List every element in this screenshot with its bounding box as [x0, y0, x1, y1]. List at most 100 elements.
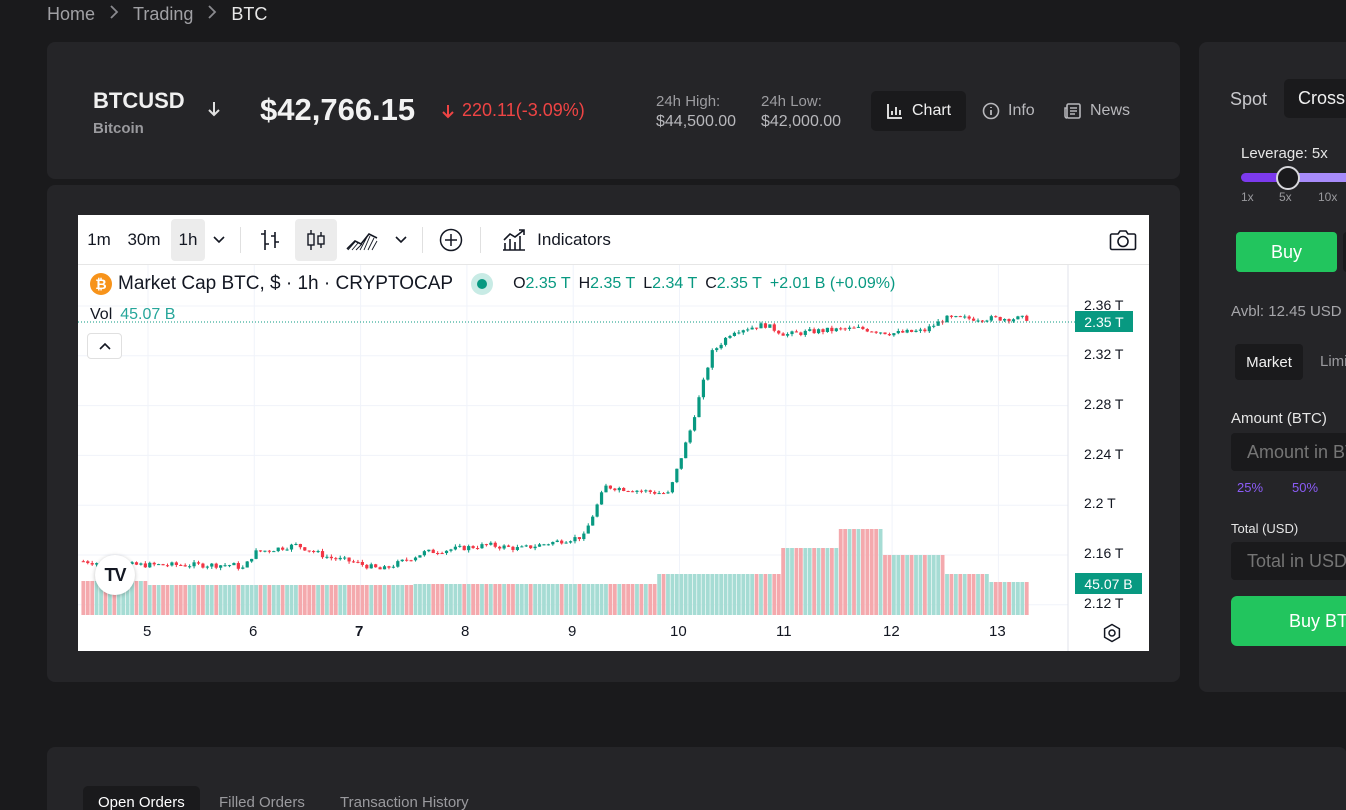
last-volume-label: 45.07 B	[1075, 573, 1142, 594]
buy-side-button[interactable]: Buy	[1236, 232, 1337, 272]
bars-style-button[interactable]	[252, 219, 288, 261]
candle-body	[520, 546, 524, 548]
volume-bar	[860, 529, 865, 615]
candle-body	[90, 563, 94, 565]
indicators-button[interactable]: Indicators	[494, 219, 618, 261]
volume-bar	[391, 585, 396, 615]
stat-24h-high: 24h High: $44,500.00	[656, 92, 736, 132]
volume-bar	[103, 581, 108, 615]
order-type-market[interactable]: Market	[1235, 344, 1303, 380]
candle-body	[692, 417, 697, 431]
sell-side-button[interactable]	[1343, 232, 1346, 272]
candle-body	[843, 328, 847, 330]
mode-cross[interactable]: Cross	[1284, 79, 1346, 118]
stat-24h-low: 24h Low: $42,000.00	[761, 92, 841, 132]
interval-1m[interactable]: 1m	[87, 230, 111, 249]
candle-body	[763, 323, 768, 328]
candle-body	[989, 316, 993, 321]
tab-filled-orders[interactable]: Filled Orders	[219, 794, 305, 810]
volume-bar	[519, 584, 524, 615]
order-type-limit[interactable]: Limit	[1320, 353, 1346, 370]
volume-bar	[581, 584, 586, 615]
candle-body	[781, 333, 785, 336]
amount-input[interactable]	[1231, 433, 1346, 471]
chart-style-dropdown[interactable]	[390, 219, 412, 261]
tab-news[interactable]: News	[1048, 91, 1145, 131]
percent-50[interactable]: 50%	[1292, 480, 1319, 495]
candle-body	[329, 556, 333, 559]
candle-body	[223, 565, 227, 567]
percent-25[interactable]: 25%	[1237, 480, 1264, 495]
candle-body	[272, 551, 276, 553]
candle-body	[263, 550, 267, 552]
volume-bar	[121, 581, 126, 615]
volume-bar	[976, 574, 980, 615]
tab-chart[interactable]: Chart	[871, 91, 967, 131]
volume-bar	[426, 584, 431, 615]
price-plot[interactable]	[78, 215, 1149, 651]
submit-buy-button[interactable]: Buy BTC	[1231, 596, 1346, 646]
interval-30m[interactable]: 30m	[127, 230, 161, 249]
leverage-slider-handle[interactable]	[1276, 166, 1300, 190]
volume-bar	[812, 548, 817, 615]
breadcrumb-home[interactable]: Home	[47, 4, 96, 24]
volume-bar	[161, 585, 165, 615]
volume-bar	[85, 581, 90, 615]
volume-bar	[754, 574, 759, 615]
candle-body	[551, 541, 555, 545]
tradingview-chart[interactable]: 1m 30m 1h Indicators	[78, 215, 1149, 651]
interval-1h[interactable]: 1h	[171, 219, 205, 261]
candle-body	[241, 567, 245, 569]
volume-bar	[719, 574, 724, 615]
candle-body	[591, 516, 595, 526]
candle-body	[1011, 319, 1016, 322]
volume-bar	[772, 574, 777, 615]
submit-buy-label: Buy BTC	[1289, 611, 1346, 631]
candle-body	[666, 492, 670, 494]
price-change: 220.11(-3.09%)	[440, 100, 585, 121]
volume-bar	[218, 585, 223, 615]
volume-bar	[400, 585, 405, 615]
volume-bar	[962, 574, 967, 615]
tradingview-logo[interactable]: TV	[95, 555, 135, 595]
candle-body	[148, 562, 152, 568]
volume-bar	[395, 585, 400, 615]
volume-bar	[502, 584, 507, 615]
x-tick: 13	[989, 623, 1006, 640]
candle-body	[971, 318, 976, 321]
volume-bar	[736, 574, 741, 615]
symbol-dropdown-icon[interactable]	[205, 100, 223, 118]
tab-transaction-history[interactable]: Transaction History	[340, 794, 469, 810]
interval-dropdown[interactable]	[208, 219, 230, 261]
tab-open-orders[interactable]: Open Orders	[83, 786, 200, 810]
volume-bar	[112, 581, 117, 615]
candle-body	[427, 549, 431, 552]
volume-bar	[471, 584, 476, 615]
volume-bar	[94, 581, 99, 615]
candle-body	[196, 562, 201, 564]
candle-body	[936, 321, 940, 326]
total-input[interactable]	[1231, 542, 1346, 580]
volume-bar	[440, 584, 444, 615]
volume-bar	[657, 574, 662, 615]
screenshot-button[interactable]	[1104, 219, 1142, 261]
volume-bar	[267, 585, 272, 615]
breadcrumb-trading[interactable]: Trading	[133, 4, 194, 24]
volume-bar	[807, 548, 812, 615]
volume-bar	[816, 548, 821, 615]
chart-settings-button[interactable]	[1102, 623, 1122, 648]
candle-body	[400, 559, 404, 562]
collapse-legend-button[interactable]	[87, 333, 122, 359]
tab-info[interactable]: Info	[967, 91, 1050, 131]
compare-button[interactable]	[434, 219, 468, 261]
candle-body	[901, 330, 905, 333]
candles-style-button[interactable]	[295, 219, 337, 261]
mode-spot[interactable]: Spot	[1230, 89, 1268, 109]
candle-body	[626, 491, 630, 493]
candle-body	[759, 323, 763, 329]
candle-body	[568, 541, 573, 543]
candle-body	[684, 442, 688, 459]
area-style-button[interactable]	[342, 219, 382, 261]
candle-body	[847, 327, 852, 329]
volume-bar	[1011, 582, 1016, 615]
